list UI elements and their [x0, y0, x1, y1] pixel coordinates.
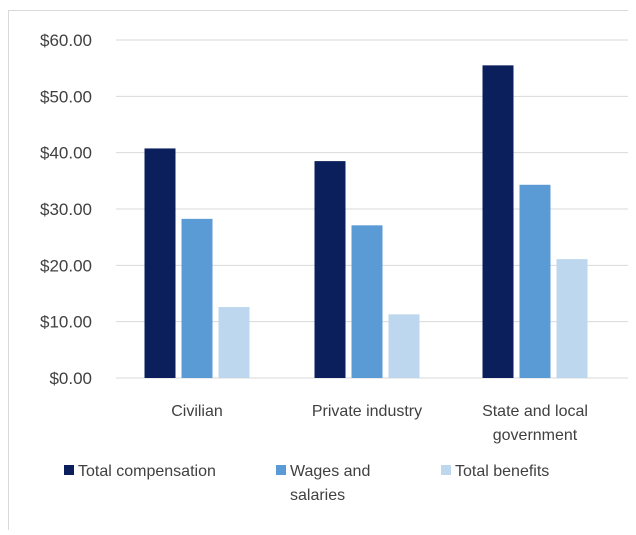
legend-label: Wages and salaries	[290, 463, 370, 504]
legend-label: Total compensation	[78, 463, 216, 480]
bar-wages-and-salaries	[181, 218, 213, 378]
bar-wages-and-salaries	[519, 184, 551, 378]
bar-wages-and-salaries	[351, 225, 383, 378]
chart-frame	[8, 10, 628, 530]
y-tick-label: $50.00	[40, 87, 92, 106]
y-tick-label: $40.00	[40, 144, 92, 163]
x-category-label: Civilian	[171, 403, 223, 420]
bar-total-benefits	[556, 259, 588, 378]
y-tick-label: $0.00	[49, 369, 92, 388]
bar-total-benefits	[218, 307, 250, 378]
y-tick-label: $20.00	[40, 256, 92, 275]
bars	[144, 65, 588, 378]
y-axis-tick-labels: $0.00 $10.00 $20.00 $30.00 $40.00 $50.00 $60.0…	[40, 31, 92, 388]
bar-total-compensation	[314, 161, 346, 378]
y-tick-label: $30.00	[40, 200, 92, 219]
bar-total-compensation	[144, 148, 176, 378]
legend: Total compensation Wages and salaries Total…	[64, 463, 549, 504]
x-category-label: Private industry	[312, 403, 422, 420]
legend-swatch	[276, 465, 286, 475]
legend-swatch	[441, 465, 451, 475]
x-axis-category-labels: Civilian Private industry State and local g…	[171, 403, 588, 444]
y-tick-label: $10.00	[40, 313, 92, 332]
bar-total-benefits	[388, 314, 420, 378]
legend-label: Total benefits	[455, 463, 549, 480]
bar-total-compensation	[482, 65, 514, 378]
y-tick-label: $60.00	[40, 31, 92, 50]
x-category-label: State and local government	[482, 403, 588, 444]
legend-swatch	[64, 465, 74, 475]
